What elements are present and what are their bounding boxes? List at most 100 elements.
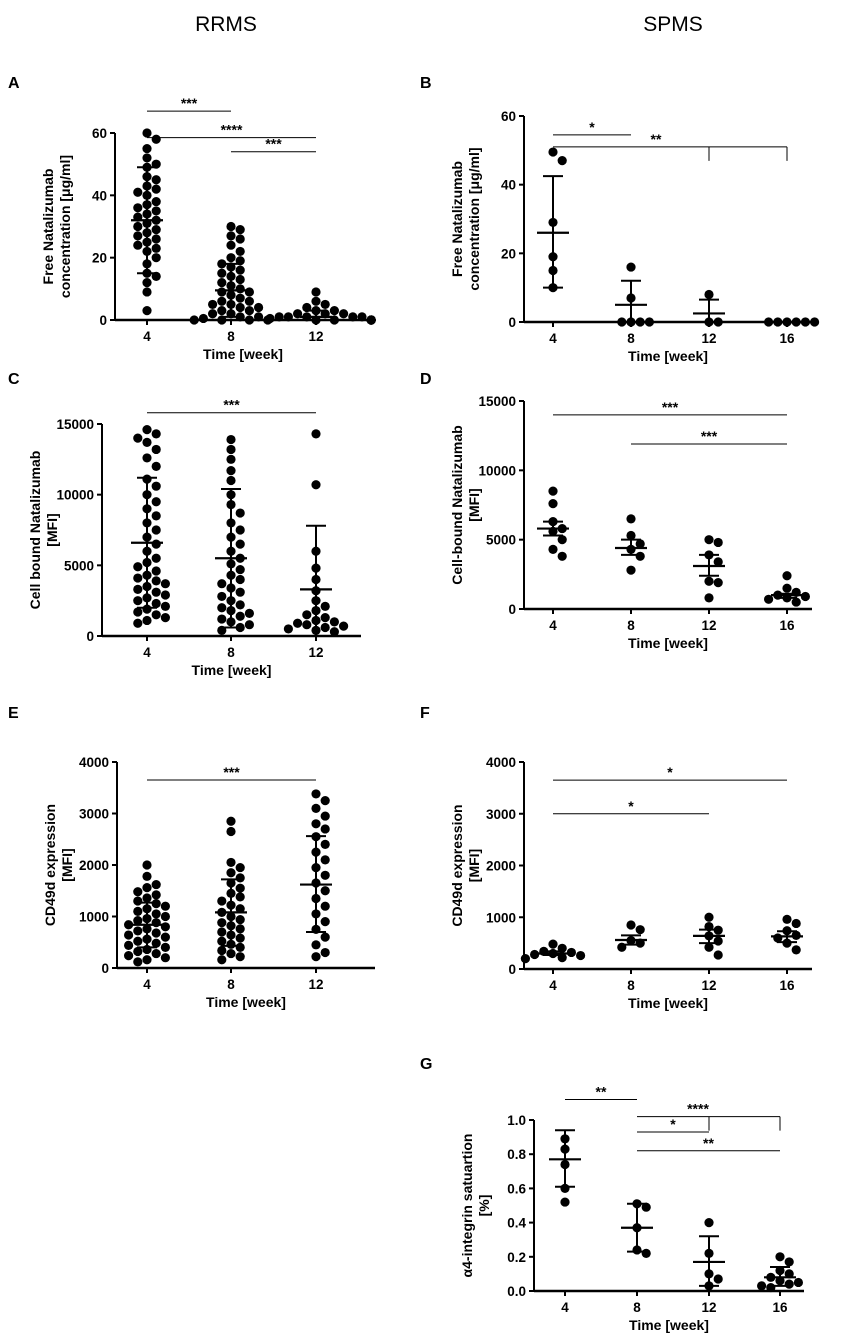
- panel-c-point-4-18: [151, 553, 161, 563]
- panel-a: A 0 20 40 60 4 8 12 Time [week] Free Natalizumab c…: [8, 75, 376, 362]
- panel-a-group-12: [265, 287, 376, 325]
- panel-e-point-8-28: [217, 955, 227, 965]
- panel-e-point-4-3: [142, 883, 152, 893]
- panel-c-point-4-10: [151, 497, 161, 507]
- panel-b-group-16: [764, 317, 820, 327]
- panel-c-point-8-24: [217, 603, 227, 613]
- panel-f-x-axis-label: Time [week]: [628, 995, 708, 1011]
- panel-g-y-axis-label-1: α4-integrin satuartion: [459, 1134, 475, 1278]
- panel-e-point-8-1: [226, 826, 236, 837]
- panel-a-point-4-23: [133, 231, 143, 241]
- column-title-rrms: RRMS: [195, 13, 257, 36]
- panel-b-y-axis-label-1: Free Natalizumab: [449, 161, 465, 277]
- panel-d-point-12-5: [713, 578, 723, 588]
- panel-c-point-8-15: [235, 564, 245, 575]
- panel-e-point-12-1: [320, 796, 330, 806]
- panel-g-xtick-label-12: 12: [701, 1300, 716, 1315]
- panel-a-point-12-12: [274, 312, 284, 322]
- panel-d-sig-label-0: ***: [662, 399, 679, 415]
- panel-g-letter: G: [420, 1056, 432, 1073]
- panel-e-point-4-5: [151, 890, 161, 900]
- panel-e-xtick-label-8: 8: [227, 977, 235, 992]
- panel-g-ytick-label-1: 0.2: [507, 1250, 526, 1265]
- panel-f-point-4-0: [548, 939, 558, 949]
- panel-e-point-12-19: [320, 932, 330, 942]
- panel-a-point-12-10: [283, 312, 293, 322]
- panel-a-point-4-26: [133, 240, 143, 250]
- panel-c-significance-0: ***: [147, 397, 316, 414]
- panel-a-point-4-35: [142, 306, 152, 316]
- panel-g-ytick-label-2: 0.4: [507, 1216, 526, 1231]
- panel-b-point-4-1: [557, 156, 567, 166]
- panel-f-letter: F: [420, 705, 430, 722]
- panel-g-x-axis-label: Time [week]: [629, 1317, 709, 1333]
- panel-e-point-12-4: [311, 819, 321, 829]
- panel-e-point-4-21: [151, 928, 161, 938]
- panel-g-ytick-label-3: 0.6: [507, 1181, 526, 1196]
- panel-e-point-4-34: [142, 955, 152, 965]
- panel-c-y-axis-label-1: Cell bound Natalizumab: [27, 451, 43, 610]
- panel-c-point-8-17: [235, 574, 245, 585]
- panel-e-point-4-7: [133, 896, 143, 906]
- panel-a-point-8-18: [244, 287, 254, 297]
- panel-c-point-12-15: [339, 621, 349, 631]
- panel-a-point-8-17: [217, 287, 227, 297]
- panel-g-sig-label-2: *: [670, 1116, 676, 1132]
- panel-b-xtick-label-4: 4: [549, 331, 557, 346]
- panel-e-ytick-label-3: 3000: [79, 807, 109, 822]
- panel-a-point-8-5: [235, 246, 245, 257]
- panel-b-sig-label-0: *: [589, 119, 595, 135]
- panel-a-sig-label-2: ***: [265, 136, 282, 152]
- panel-f-xtick-label-16: 16: [779, 978, 795, 993]
- panel-b-ytick-label-0: 0: [508, 315, 516, 330]
- panel-d-point-4-5: [557, 535, 567, 545]
- panel-g-point-16-0: [775, 1252, 785, 1262]
- panel-a-y-axis-label-1: Free Natalizumab: [40, 169, 56, 285]
- panel-c-point-4-16: [151, 539, 161, 549]
- panel-a-point-8-3: [235, 234, 245, 244]
- panel-c-point-8-4: [226, 475, 236, 486]
- panel-c-point-8-21: [217, 591, 227, 602]
- panel-a-significance-2: ***: [231, 136, 316, 153]
- panel-a-point-4-3: [142, 153, 152, 163]
- panel-e-point-4-13: [160, 911, 170, 922]
- panel-g-point-8-4: [641, 1248, 651, 1258]
- panel-d-ytick-label-1: 5000: [486, 533, 516, 548]
- panel-d-group-12: [693, 535, 725, 603]
- panel-e-point-8-2: [226, 857, 236, 868]
- panel-e-point-8-3: [235, 862, 245, 873]
- panel-e-point-8-19: [217, 927, 227, 937]
- panel-e-point-4-23: [160, 932, 170, 942]
- panel-g-y-axis-label-2: [%]: [476, 1195, 492, 1217]
- panel-e-xtick-label-4: 4: [143, 977, 151, 992]
- panel-g-xtick-label-4: 4: [561, 1300, 569, 1315]
- panel-c-group-12: [283, 429, 349, 637]
- panel-g-group-8: [621, 1199, 653, 1258]
- panel-d-point-12-1: [713, 537, 723, 548]
- panel-c-point-12-7: [320, 601, 330, 611]
- panel-a-point-8-16: [235, 284, 245, 294]
- panel-a-point-4-1: [151, 134, 161, 144]
- panel-g-group-4: [549, 1129, 581, 1207]
- panel-e-point-8-27: [235, 952, 245, 962]
- panel-d-point-4-7: [557, 551, 567, 561]
- panel-e-point-4-4: [133, 887, 143, 897]
- panel-c-point-4-14: [151, 525, 161, 535]
- panel-a-group-8: [189, 221, 273, 325]
- panel-c-sig-label-0: ***: [223, 397, 240, 413]
- panel-e-point-12-21: [320, 947, 330, 958]
- panel-g-group-16: [757, 1252, 804, 1293]
- panel-a-point-12-2: [320, 299, 330, 310]
- panel-d-point-12-3: [713, 557, 723, 567]
- panel-f-ytick-label-2: 2000: [486, 859, 516, 874]
- panel-d-point-12-6: [704, 593, 714, 603]
- panel-f-ytick-label-4: 4000: [486, 755, 516, 770]
- panel-c-point-4-6: [151, 461, 161, 471]
- panel-c-point-8-2: [226, 454, 236, 464]
- panel-b-point-4-0: [548, 147, 558, 157]
- panel-a-point-12-14: [265, 313, 275, 324]
- panel-e-sig-label-0: ***: [223, 764, 240, 780]
- panel-a-point-8-11: [217, 268, 227, 278]
- panel-c-ytick-label-0: 0: [86, 629, 94, 644]
- panel-c-point-4-35: [133, 607, 143, 617]
